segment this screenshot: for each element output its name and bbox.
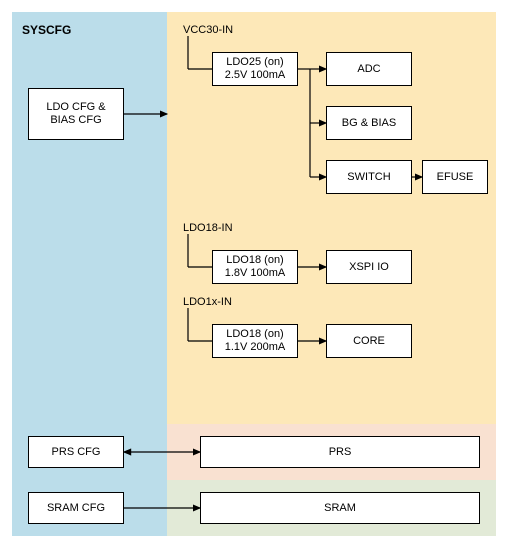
ldo18a-line2: 1.8V 100mA	[225, 267, 286, 280]
vcc30-in-label: VCC30-IN	[183, 24, 233, 37]
ldo18b-line1: LDO18 (on)	[225, 328, 286, 341]
efuse-line1: EFUSE	[437, 171, 474, 184]
switch-box: SWITCH	[326, 160, 412, 194]
ldo25-box: LDO25 (on) 2.5V 100mA	[212, 52, 298, 86]
ldo18b-box: LDO18 (on) 1.1V 200mA	[212, 324, 298, 358]
ldo1x-in-label: LDO1x-IN	[183, 296, 232, 309]
ldo18a-box: LDO18 (on) 1.8V 100mA	[212, 250, 298, 284]
syscfg-title-text: SYSCFG	[22, 23, 71, 37]
ldo1x-in-text: LDO1x-IN	[183, 296, 232, 308]
ldo-cfg-line1: LDO CFG &	[46, 101, 105, 114]
ldo25-line2: 2.5V 100mA	[225, 69, 286, 82]
ldo25-line1: LDO25 (on)	[225, 56, 286, 69]
ldo18b-line2: 1.1V 200mA	[225, 341, 286, 354]
sram-cfg-line1: SRAM CFG	[47, 502, 105, 515]
switch-line1: SWITCH	[347, 171, 390, 184]
ldo18a-line1: LDO18 (on)	[225, 254, 286, 267]
bgbias-line1: BG & BIAS	[342, 117, 396, 130]
xspi-line1: XSPI IO	[349, 261, 389, 274]
efuse-box: EFUSE	[422, 160, 488, 194]
prs-cfg-line1: PRS CFG	[52, 446, 101, 459]
sram-line1: SRAM	[324, 502, 356, 515]
syscfg-title: SYSCFG	[22, 24, 71, 38]
ldo-cfg-line2: BIAS CFG	[46, 114, 105, 127]
core-line1: CORE	[353, 335, 385, 348]
bgbias-box: BG & BIAS	[326, 106, 412, 140]
prs-cfg-box: PRS CFG	[28, 436, 124, 468]
ldo18-in-text: LDO18-IN	[183, 222, 233, 234]
ldo18-in-label: LDO18-IN	[183, 222, 233, 235]
xspi-box: XSPI IO	[326, 250, 412, 284]
prs-box: PRS	[200, 436, 480, 468]
sram-cfg-box: SRAM CFG	[28, 492, 124, 524]
prs-line1: PRS	[329, 446, 352, 459]
sram-box: SRAM	[200, 492, 480, 524]
ldo-cfg-box: LDO CFG & BIAS CFG	[28, 88, 124, 140]
adc-line1: ADC	[357, 63, 380, 76]
vcc30-in-text: VCC30-IN	[183, 24, 233, 36]
core-box: CORE	[326, 324, 412, 358]
adc-box: ADC	[326, 52, 412, 86]
